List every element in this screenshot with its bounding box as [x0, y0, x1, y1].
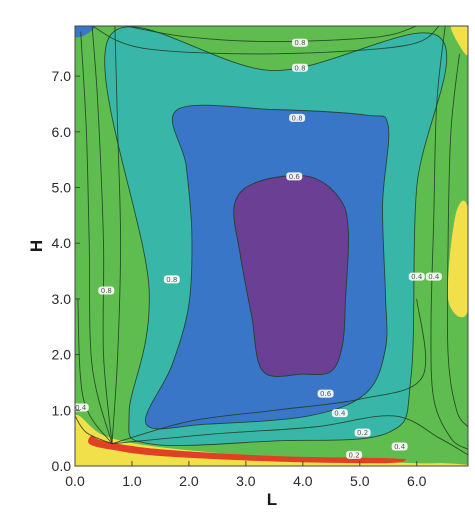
x-tick-label: 6.0	[407, 473, 427, 489]
contour-line	[75, 415, 113, 445]
y-axis-label: H	[27, 240, 46, 252]
y-tick-label: 3.0	[52, 291, 72, 307]
x-tick-label: 5.0	[350, 473, 370, 489]
contour-label: 0.2	[346, 450, 363, 459]
svg-text:0.4: 0.4	[428, 273, 440, 281]
svg-text:0.4: 0.4	[411, 273, 423, 281]
contour-label: 0.8	[291, 38, 308, 47]
contour-line	[111, 298, 427, 445]
contour-label: 0.4	[331, 409, 348, 418]
contour-line	[111, 415, 468, 456]
svg-text:0.6: 0.6	[289, 173, 301, 181]
x-tick-label: 0.0	[65, 473, 85, 489]
contour-region	[450, 26, 468, 56]
y-tick-label: 2.0	[52, 347, 72, 363]
contour-line	[233, 174, 350, 377]
contour-line	[111, 26, 122, 444]
contour-label: 0.4	[425, 272, 442, 281]
contour-line	[430, 26, 468, 450]
svg-text:0.4: 0.4	[75, 404, 87, 412]
contour-line	[91, 26, 113, 444]
contour-fills	[75, 26, 468, 466]
contour-label: 0.8	[291, 63, 308, 72]
svg-text:0.8: 0.8	[294, 39, 305, 47]
contour-lines	[75, 26, 468, 456]
contour-label: 0.6	[286, 172, 303, 181]
svg-text:0.2: 0.2	[357, 429, 368, 437]
svg-text:0.8: 0.8	[292, 114, 303, 122]
svg-text:0.8: 0.8	[166, 276, 177, 284]
y-tick-label: 1.0	[52, 402, 72, 418]
contour-label: 0.6	[317, 389, 334, 398]
y-tick-label: 4.0	[52, 235, 72, 251]
svg-text:0.8: 0.8	[294, 64, 305, 72]
contour-label: 0.2	[354, 428, 371, 437]
contour-label: 0.4	[408, 272, 425, 281]
svg-text:0.8: 0.8	[101, 287, 112, 295]
contour-region	[447, 200, 468, 318]
x-axis-label: L	[267, 490, 277, 509]
contour-line	[126, 26, 417, 43]
x-axis-ticks: 0.0 1.0 2.0 3.0 4.0 5.0 6.0	[65, 461, 427, 489]
contour-region	[233, 175, 349, 377]
svg-text:0.4: 0.4	[394, 443, 406, 451]
y-tick-label: 5.0	[52, 180, 72, 196]
contour-label: 0.8	[163, 275, 180, 284]
contour-line	[104, 26, 448, 446]
y-tick-label: 0.0	[52, 458, 72, 474]
contour-line	[446, 53, 468, 428]
contour-label: 0.4	[391, 442, 408, 451]
contour-line	[91, 26, 440, 55]
contour-label: 0.8	[289, 113, 306, 122]
y-axis-ticks: 0.0 1.0 2.0 3.0 4.0 5.0 6.0 7.0	[52, 68, 80, 474]
contour-labels: 0.8 0.8 0.8 0.6 0.8 0.8 0.4 0.4 0.4 0.6 0.4 0.2 0.2 0…	[75, 38, 442, 459]
x-tick-label: 1.0	[122, 473, 142, 489]
svg-text:0.6: 0.6	[320, 390, 332, 398]
contour-label: 0.4	[75, 403, 89, 412]
contour-line	[77, 298, 113, 444]
x-tick-label: 3.0	[236, 473, 256, 489]
svg-text:0.2: 0.2	[349, 451, 360, 459]
x-tick-label: 4.0	[293, 473, 313, 489]
contour-label: 0.8	[98, 286, 115, 295]
x-tick-label: 2.0	[179, 473, 199, 489]
contour-line	[80, 31, 113, 444]
svg-text:0.4: 0.4	[334, 410, 346, 418]
y-tick-label: 6.0	[52, 124, 72, 140]
contour-line	[144, 104, 390, 430]
contour-region	[75, 26, 96, 38]
y-tick-label: 7.0	[52, 68, 72, 84]
contour-region	[88, 435, 407, 464]
plot-frame	[74, 25, 469, 467]
